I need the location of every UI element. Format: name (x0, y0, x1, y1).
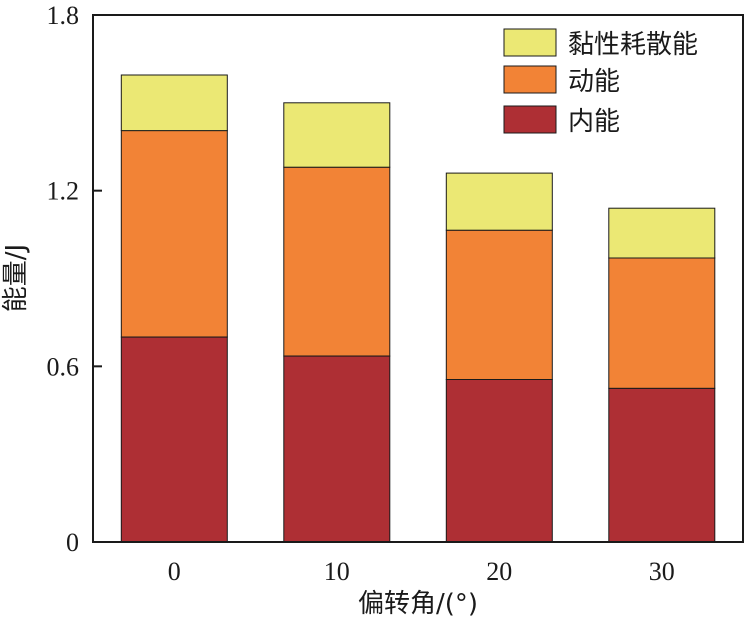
bar-segment-kinetic-energy-20 (445, 229, 553, 380)
bar-segment-viscous-dissipation-0 (120, 74, 228, 132)
x-tick-label: 0 (168, 557, 181, 586)
plot-frame (92, 14, 744, 543)
y-axis-title: 能量/J (1, 244, 31, 312)
legend: 黏性耗散能 动能 内能 (503, 28, 698, 137)
legend-swatch-kinetic (503, 65, 557, 94)
y-tick-label: 1.2 (47, 177, 80, 206)
x-tick-label: 20 (486, 557, 512, 586)
legend-swatch-internal (503, 105, 557, 134)
y-tick-label: 1.8 (47, 1, 80, 30)
x-tick-label: 10 (324, 557, 350, 586)
bar-segment-kinetic-energy-0 (120, 130, 228, 338)
x-axis-title: 偏转角/(°) (358, 589, 478, 619)
x-tick-label: 30 (649, 557, 675, 586)
legend-swatch-viscous-dissipation (503, 28, 557, 57)
bar-segment-internal-energy-20 (445, 379, 553, 543)
legend-label-viscous-dissipation: 黏性耗散能 (568, 30, 698, 60)
legend-label-internal: 内能 (568, 107, 620, 137)
legend-label-kinetic: 动能 (568, 67, 620, 97)
bars-layer (120, 74, 716, 543)
y-tick-label: 0.6 (47, 352, 80, 381)
bar-segment-internal-energy-0 (120, 336, 228, 543)
bar-segment-kinetic-energy-10 (283, 166, 391, 357)
y-tick-label: 0 (66, 528, 79, 557)
bar-segment-viscous-dissipation-30 (608, 207, 716, 259)
bar-segment-viscous-dissipation-10 (283, 102, 391, 168)
bar-segment-internal-energy-30 (608, 387, 716, 543)
y-axis: 0 0.6 1.2 1.8 (47, 1, 102, 557)
bar-segment-internal-energy-10 (283, 355, 391, 543)
x-axis: 0 10 20 30 (168, 557, 675, 586)
bar-segment-viscous-dissipation-20 (445, 172, 553, 231)
bar-segment-kinetic-energy-30 (608, 257, 716, 389)
